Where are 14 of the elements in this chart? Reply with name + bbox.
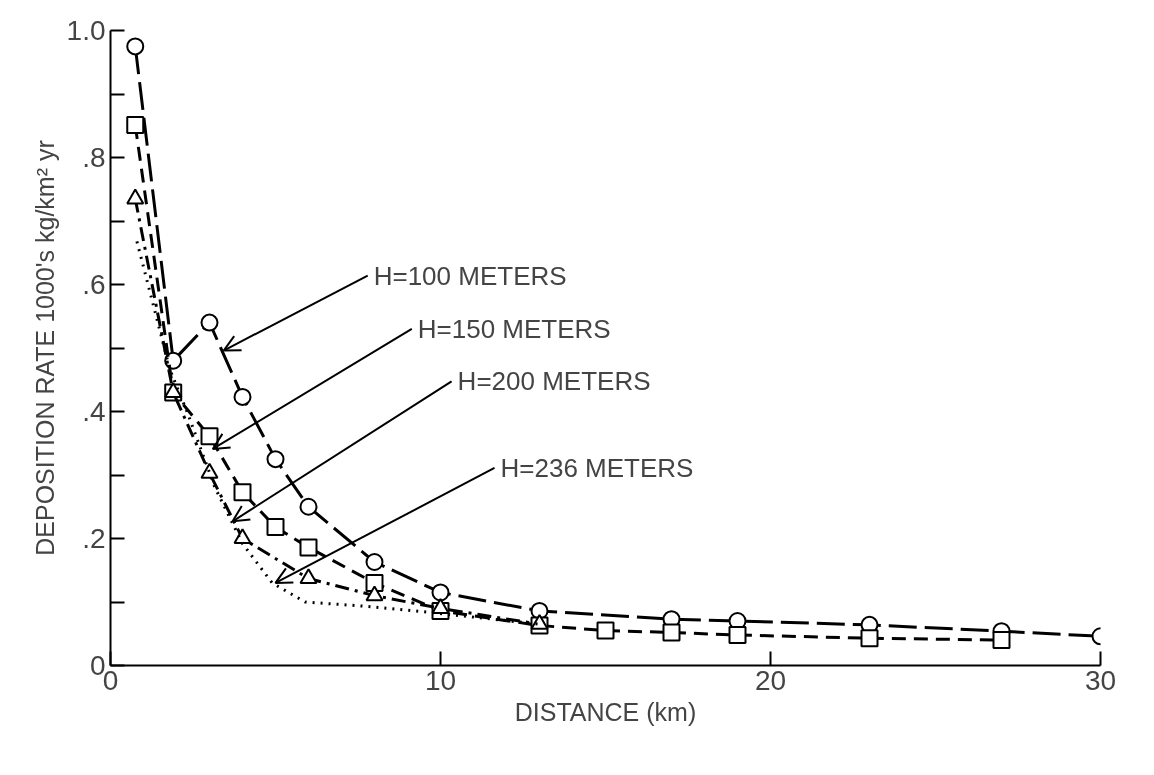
y-axis-title: DEPOSITION RATE 1000's kg/km² yr (30, 140, 59, 556)
y-tick-label: 1.0 (66, 15, 106, 46)
annotation: H=200 METERS (457, 366, 651, 397)
y-tick-label: .8 (82, 142, 106, 173)
x-tick-label: 10 (424, 664, 457, 696)
annotation: H=236 METERS (500, 452, 694, 483)
x-tick-label: 30 (1084, 664, 1117, 696)
x-tick-label: 20 (754, 664, 787, 696)
y-tick-label: .4 (82, 396, 106, 427)
annotation: H=100 METERS (373, 260, 567, 291)
x-axis-title: DISTANCE (km) (514, 697, 697, 726)
annotation: H=150 METERS (417, 313, 611, 344)
y-tick-label: .2 (82, 523, 106, 554)
y-tick-label: .6 (82, 269, 106, 300)
